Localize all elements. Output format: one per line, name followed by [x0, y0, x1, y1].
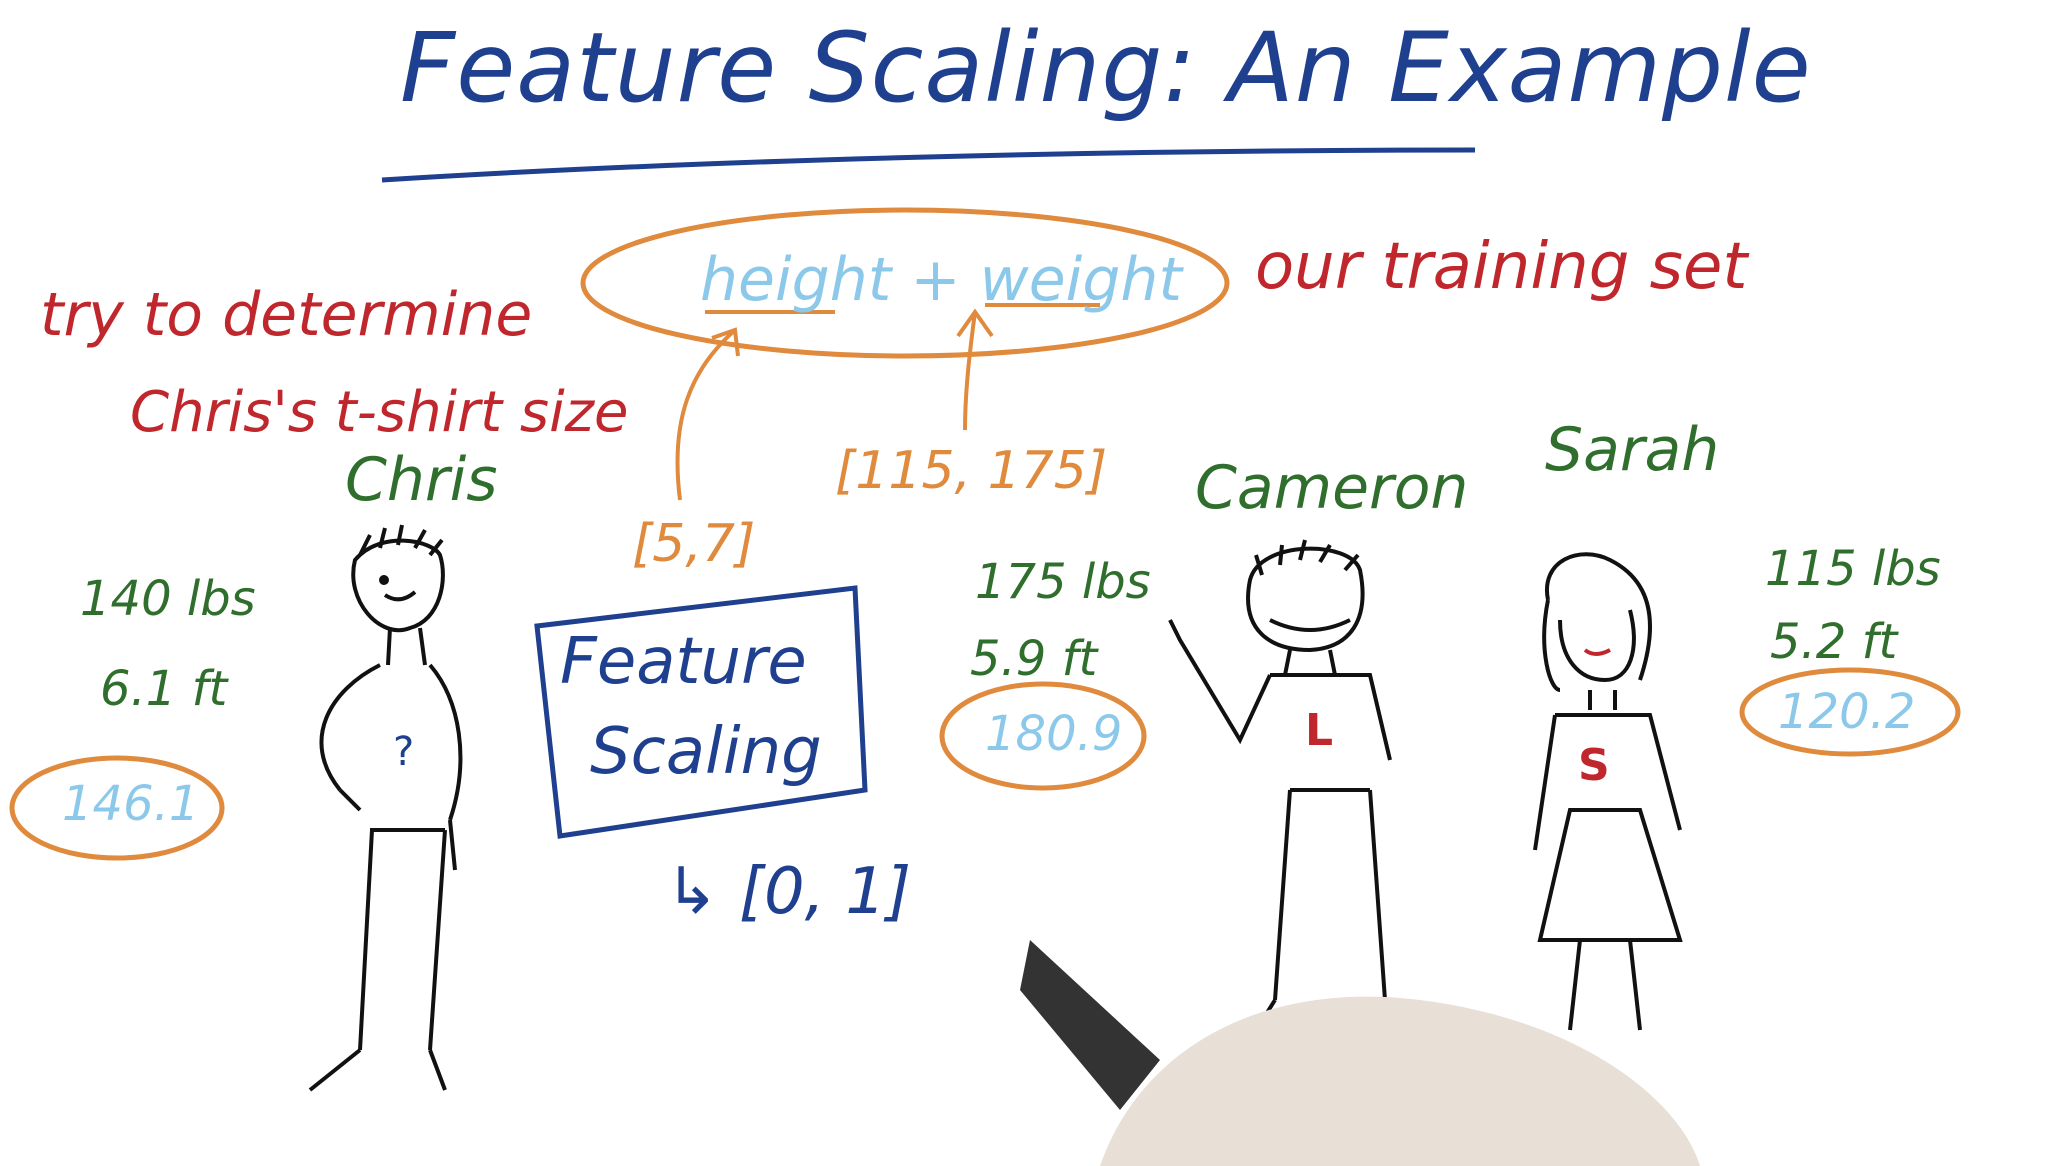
- training-set-label: our training set: [1255, 230, 1748, 304]
- cameron-weight: 175 lbs: [975, 554, 1151, 610]
- feature-scaling-line2: Scaling: [590, 715, 822, 789]
- sarah-sum: 120.2: [1778, 684, 1916, 740]
- cameron-sum: 180.9: [985, 706, 1123, 762]
- sarah-height: 5.2 ft: [1770, 614, 1898, 670]
- cameron-sum-ellipse: [939, 681, 1147, 791]
- height-range-arrow: [675, 328, 737, 501]
- sarah-figure: [1533, 552, 1683, 1031]
- feature-scaling-output: ↳ [0, 1]: [665, 855, 912, 929]
- feature-scaling-box: [534, 585, 868, 839]
- page-title: Feature Scaling: An Example: [400, 12, 1812, 124]
- chris-height: 6.1 ft: [100, 661, 228, 717]
- cameron-figure: [1168, 539, 1392, 1042]
- chris-sum: 146.1: [62, 776, 200, 832]
- weight-range: [115, 175]: [835, 441, 1108, 501]
- chris-sum-ellipse: [9, 755, 225, 861]
- chris-figure: [308, 524, 463, 1092]
- sarah-weight: 115 lbs: [1765, 541, 1941, 597]
- weight-range-arrowhead: [956, 308, 994, 338]
- left-note-line2: Chris's t-shirt size: [130, 380, 629, 445]
- chris-shirt-mark: ?: [393, 729, 414, 775]
- height-range: [5,7]: [632, 514, 756, 574]
- cameron-name: Cameron: [1195, 453, 1469, 523]
- training-set-ellipse: [580, 207, 1230, 359]
- left-note-line1: try to determine: [40, 280, 533, 350]
- training-features: height + weight: [700, 245, 1182, 315]
- height-range-arrowhead: [711, 327, 740, 357]
- cameron-height: 5.9 ft: [970, 631, 1098, 687]
- sarah-shirt-mark: S: [1578, 740, 1610, 791]
- weight-range-arrow: [963, 311, 977, 431]
- title-underline: [381, 147, 1476, 183]
- sarah-name: Sarah: [1545, 415, 1720, 485]
- chris-name: Chris: [345, 445, 498, 515]
- chris-weight: 140 lbs: [80, 571, 256, 627]
- hand-with-marker: [1020, 940, 1700, 1166]
- cameron-shirt-mark: L: [1305, 705, 1333, 756]
- feature-scaling-line1: Feature: [560, 625, 807, 699]
- sarah-sum-ellipse: [1739, 667, 1961, 757]
